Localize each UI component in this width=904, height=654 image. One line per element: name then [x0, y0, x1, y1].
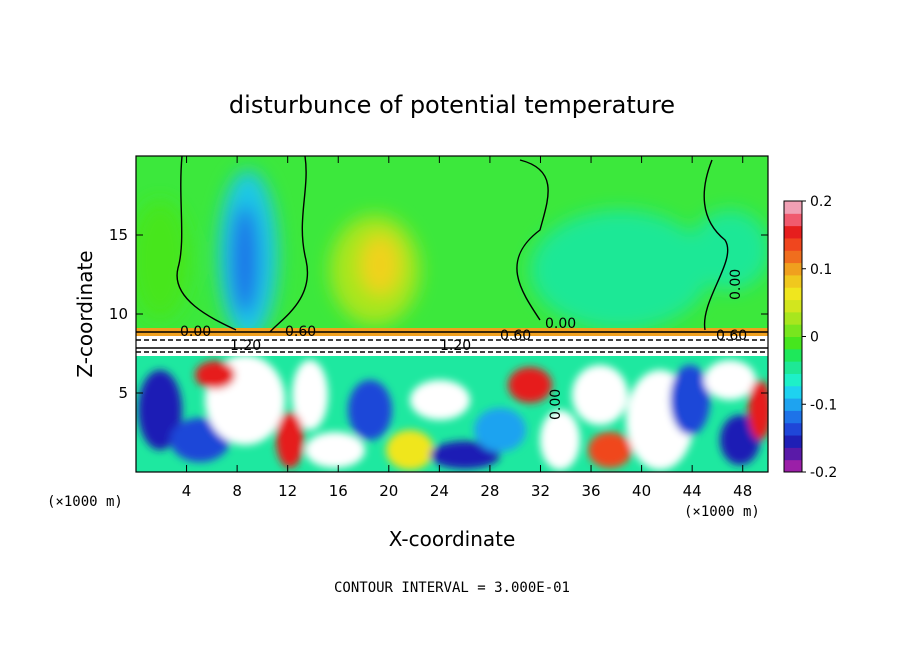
- colorbar-segment: [784, 398, 802, 411]
- x-tick-label: 28: [480, 482, 499, 500]
- colorbar-segment: [784, 385, 802, 399]
- contour-label: 1.20: [440, 338, 471, 354]
- y-axis-ticks: 5 10 15: [109, 226, 768, 402]
- colorbar-segment: [784, 324, 802, 337]
- x-tick-label: 20: [379, 482, 398, 500]
- contour-label: 0.60: [716, 328, 747, 344]
- colorbar-tick-label: 0.2: [810, 194, 832, 210]
- colorbar-tick-label: -0.2: [810, 465, 837, 481]
- x-tick-label: 16: [329, 482, 348, 500]
- colorbar-segment: [784, 237, 802, 251]
- contour-label: 0.00: [545, 316, 576, 332]
- colorbar-tick-label: 0.1: [810, 262, 832, 278]
- x-tick-label: 8: [232, 482, 242, 500]
- x-unit-label-right: (×1000 m): [684, 504, 760, 520]
- contour-label: 0.00: [180, 324, 211, 340]
- upper-layer-blobs: [136, 170, 768, 340]
- contour-label: 0.00: [728, 269, 744, 300]
- x-tick-label: 40: [632, 482, 651, 500]
- contour-label: 1.20: [230, 338, 261, 354]
- colorbar-segment: [784, 447, 802, 461]
- y-tick-label: 10: [109, 305, 128, 323]
- colorbar-segment: [784, 373, 802, 387]
- x-unit-label-left: (×1000 m): [47, 494, 123, 510]
- y-tick-label: 15: [109, 226, 128, 244]
- colorbar-segment: [784, 348, 802, 362]
- colorbar-segment: [784, 201, 802, 214]
- x-tick-label: 48: [733, 482, 752, 500]
- y-axis-label: Z-coordinate: [73, 250, 97, 377]
- colorbar-segment: [784, 459, 802, 473]
- x-axis-ticks: 4 8 12 16 20 24 28 32 36 40 44 48: [182, 156, 752, 500]
- contour-lines: [136, 156, 768, 353]
- colorbar-segment: [784, 361, 802, 374]
- lower-layer-turbulence: [136, 355, 768, 472]
- x-tick-label: 24: [430, 482, 449, 500]
- chart-title: disturbunce of potential temperature: [229, 91, 675, 119]
- y-tick-label: 5: [118, 384, 128, 402]
- x-tick-label: 32: [531, 482, 550, 500]
- x-tick-label: 4: [182, 482, 192, 500]
- contour-label: 0.60: [500, 328, 531, 344]
- colorbar-segment: [784, 410, 802, 424]
- colorbar-tick-label: -0.1: [810, 397, 837, 413]
- x-axis-label: X-coordinate: [389, 527, 516, 551]
- colorbar-segment: [784, 422, 802, 436]
- x-tick-label: 36: [581, 482, 600, 500]
- contour-label: 0.60: [285, 324, 316, 340]
- contour-interval-note: CONTOUR INTERVAL = 3.000E-01: [334, 580, 570, 596]
- colorbar-segment: [784, 435, 802, 448]
- x-tick-label: 12: [278, 482, 297, 500]
- colorbar-segment: [784, 225, 802, 239]
- colorbar-segment: [784, 213, 802, 227]
- colorbar-segment: [784, 311, 802, 325]
- colorbar-segment: [784, 262, 802, 276]
- colorbar-segment: [784, 287, 802, 301]
- x-tick-label: 44: [683, 482, 702, 500]
- interface-band-white: [136, 336, 768, 356]
- colorbar-segment: [784, 299, 802, 313]
- contour-label: 0.00: [548, 389, 564, 420]
- colorbar: 0.2 0.1 0 -0.1 -0.2: [783, 194, 837, 481]
- colorbar-segment: [784, 274, 802, 288]
- colorbar-segment: [784, 250, 802, 264]
- colorbar-tick-label: 0: [810, 330, 819, 346]
- contour-labels: 0.00 0.60 1.20 0.60 0.60 0.00 0.00 0.00 …: [180, 269, 747, 420]
- heatmap-field: 0.00 0.60 1.20 0.60 0.60 0.00 0.00 0.00 …: [136, 156, 768, 472]
- colorbar-segment: [784, 336, 802, 350]
